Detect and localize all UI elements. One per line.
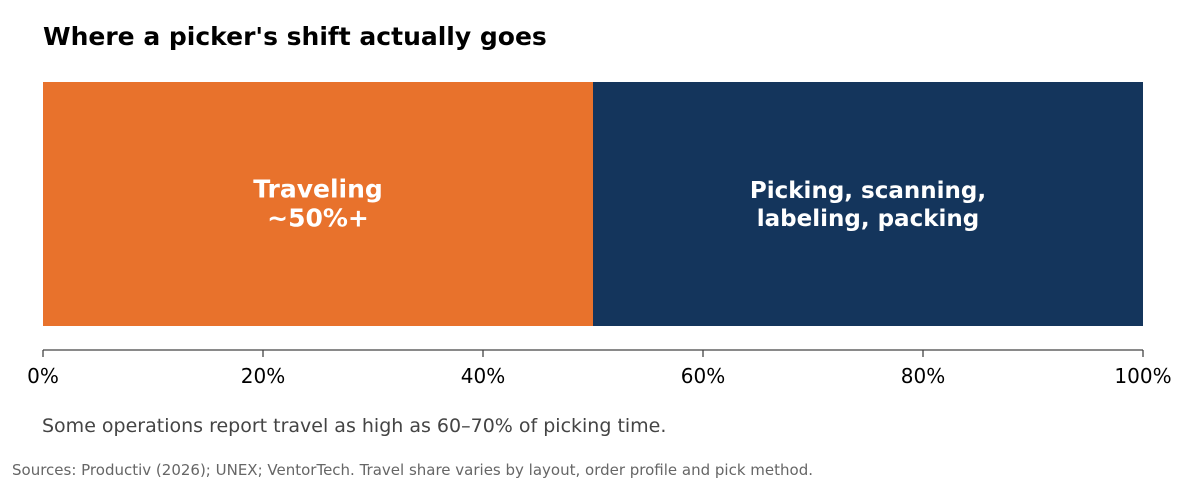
bar-segment-1 [593, 82, 1143, 326]
x-tick-label: 60% [681, 364, 725, 388]
x-axis-ticks: 0% 20% 40% 60% 80% 100% [27, 350, 1172, 388]
x-tick-label: 100% [1114, 364, 1171, 388]
bar-segment-0 [43, 82, 593, 326]
x-tick-label: 0% [27, 364, 59, 388]
chart-source: Sources: Productiv (2026); UNEX; VentorT… [12, 461, 813, 479]
chart-annotation: Some operations report travel as high as… [42, 415, 666, 437]
chart-title: Where a picker's shift actually goes [43, 22, 547, 51]
segment-label-1: Picking, scanning, labeling, packing [750, 178, 986, 232]
segment-label-0: Traveling ~50%+ [253, 175, 383, 233]
x-tick-label: 80% [901, 364, 945, 388]
x-tick-label: 40% [461, 364, 505, 388]
x-tick-label: 20% [241, 364, 285, 388]
bar-segments [43, 82, 1143, 326]
segment-labels: Traveling ~50%+ Picking, scanning, labeling… [253, 175, 986, 233]
